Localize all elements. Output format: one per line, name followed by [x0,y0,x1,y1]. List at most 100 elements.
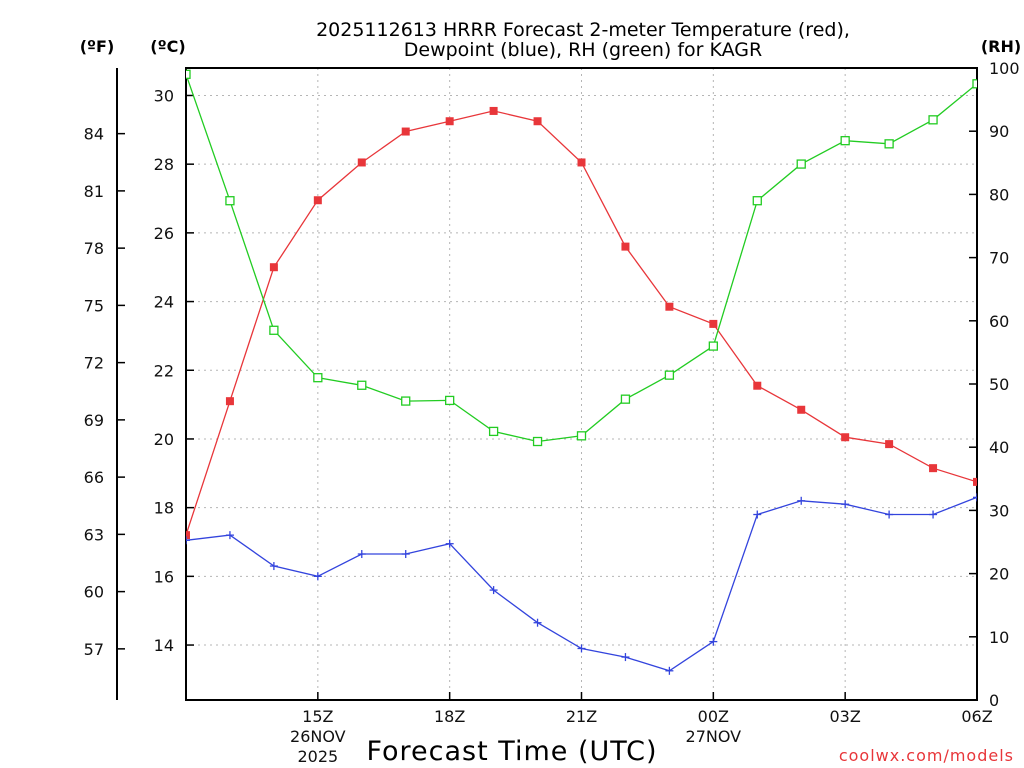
chart-title: 2025112613 HRRR Forecast 2-meter Tempera… [316,19,850,41]
x-tick-label: 00Z [698,707,729,726]
temperature-point [885,440,894,449]
rh-point [840,136,850,146]
c-tick-label: 18 [154,499,174,518]
temperature-line [186,110,977,536]
rh-tick-label: 90 [989,122,1009,141]
rh-point [532,436,543,447]
f-tick-label: 75 [84,296,104,315]
rh-tick-label: 50 [989,375,1009,394]
rh-line [186,74,977,443]
dewpoint-point [797,496,806,505]
c-tick-label: 30 [154,86,174,105]
temperature-point [841,433,850,442]
f-tick-label: 57 [84,640,104,659]
dewpoint-point [577,644,586,653]
dewpoint-point [929,510,938,519]
rh-point [225,196,235,206]
dewpoint-point [841,500,850,509]
x-tick-date-label: 26NOV [290,727,346,746]
rh-point [576,431,587,441]
dewpoint-point [489,586,498,595]
c-tick-label: 28 [154,155,174,174]
dewpoint-point [533,618,542,627]
temperature-series [186,106,1024,540]
rh-axis: 0 10 20 30 40 50 60 70 80 90 100 [969,59,1020,710]
x-tick-date-label: 27NOV [686,727,742,746]
c-tick-label: 26 [154,224,174,243]
rh-tick-label: 10 [989,628,1009,647]
rh-point [620,394,631,404]
temperature-point [709,319,718,328]
temperature-point [621,242,630,251]
dewpoint-point [186,536,190,545]
dewpoint-point [709,637,718,646]
rh-point [972,79,977,89]
dewpoint-point [357,550,366,559]
x-tick-year-label: 2025 [297,747,338,766]
rh-point [928,115,938,125]
rh-tick-label: 30 [989,501,1009,520]
dewpoint-point [665,666,674,675]
rh-tick-label: 60 [989,312,1009,331]
temperature-point [269,263,278,272]
f-tick-label: 60 [84,583,104,602]
c-tick-label: 24 [154,293,174,312]
celsius-axis: 14 16 18 20 22 24 26 28 30 [154,86,194,655]
rh-tick-label: 0 [989,691,999,710]
c-tick-label: 22 [154,361,174,380]
x-axis-title: Forecast Time (UTC) [366,736,657,767]
dewpoint-point [1017,488,1024,496]
rh-series [186,69,977,447]
dewpoint-point [225,531,234,540]
temperature-point [929,464,938,473]
f-tick-label: 69 [84,411,104,430]
fahrenheit-axis-label: (ºF) [80,37,115,56]
celsius-axis-label: (ºC) [150,37,185,56]
site-credit: coolwx.com/models [839,746,1014,765]
rh-point [445,395,455,406]
f-tick-label: 63 [84,525,104,544]
dewpoint-point [445,539,454,548]
temperature-point [313,196,322,205]
temperature-point [533,117,542,126]
rh-tick-label: 100 [989,59,1020,78]
rh-point [186,69,191,79]
x-tick-label: 21Z [566,707,597,726]
x-tick-label: 15Z [302,707,333,726]
f-tick-label: 84 [84,125,104,144]
temperature-point [577,158,586,167]
rh-point [752,196,762,206]
temperature-point [1017,485,1024,493]
rh-point [664,370,675,380]
temperature-point [797,405,806,414]
rh-tick-label: 40 [989,438,1009,457]
temperature-point [665,302,674,311]
rh-point [269,325,279,335]
c-tick-label: 20 [154,430,174,449]
rh-point [884,139,894,149]
temperature-point [401,127,410,136]
f-tick-label: 78 [84,239,104,258]
rh-axis-label: (RH) [981,37,1021,56]
dewpoint-point [313,572,322,581]
dewpoint-point [753,510,762,519]
x-tick-label: 18Z [434,707,465,726]
rh-tick-label: 80 [989,185,1009,204]
rh-point [401,396,411,406]
rh-point [708,341,718,351]
dewpoint-point [269,562,278,571]
dewpoint-line [186,496,977,672]
dewpoint-point [885,510,894,519]
f-tick-label: 66 [84,468,104,487]
dewpoint-series [186,488,1024,675]
x-tick-label: 06Z [961,707,992,726]
temperature-point [753,381,762,390]
plot-area [186,69,1024,675]
c-tick-label: 16 [154,567,174,586]
f-tick-label: 72 [84,354,104,373]
temperature-point [445,117,454,126]
dewpoint-point [973,493,977,502]
rh-tick-label: 70 [989,249,1009,268]
